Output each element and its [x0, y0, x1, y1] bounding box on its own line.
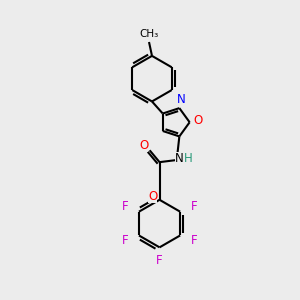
Text: F: F: [122, 234, 128, 247]
Text: O: O: [148, 190, 157, 203]
Text: N: N: [177, 93, 186, 106]
Text: O: O: [193, 114, 202, 127]
Text: O: O: [139, 139, 148, 152]
Text: F: F: [122, 200, 128, 213]
Text: F: F: [191, 200, 197, 213]
Text: CH₃: CH₃: [140, 29, 159, 39]
Text: F: F: [191, 234, 197, 247]
Text: F: F: [156, 254, 163, 267]
Text: H: H: [184, 152, 193, 165]
Text: N: N: [175, 152, 184, 165]
